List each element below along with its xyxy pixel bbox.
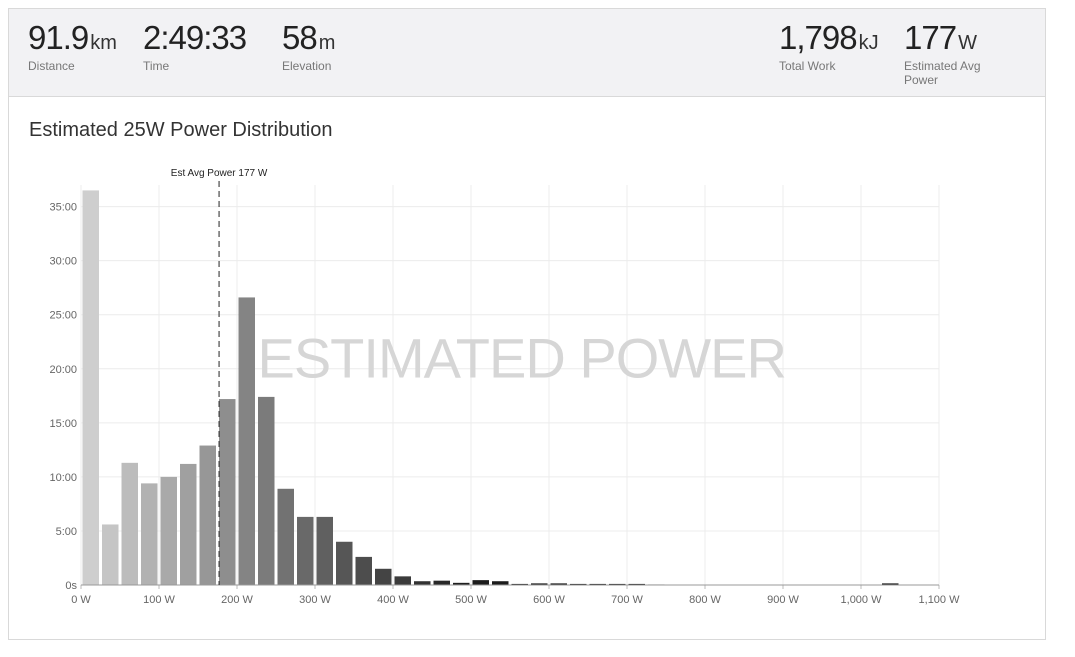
x-tick-label: 400 W [377,594,409,606]
bar-200w[interactable] [238,297,256,585]
y-tick-label: 10:00 [49,472,77,484]
y-tick-label: 20:00 [49,364,77,376]
stat-elevation: 58 m Elevation [282,21,335,73]
stat-elevation-unit: m [318,32,336,54]
stat-time-label: Time [143,59,170,73]
stat-avg-power-label: Estimated Avg Power [904,59,981,87]
x-tick-label: 100 W [143,594,175,606]
annotation-layer: Est Avg Power 177 W [171,168,268,585]
y-tick-label: 35:00 [49,202,77,214]
bar-1025w[interactable] [882,583,899,585]
x-tick-label: 500 W [455,594,487,606]
bar-475w[interactable] [453,582,470,585]
bar-650w[interactable] [589,583,607,585]
bar-500w[interactable] [472,580,490,585]
x-tick-label: 900 W [767,594,799,606]
power-distribution-card: 91.9 km Distance 2:49:33 Time 58 m Elevati… [8,8,1046,640]
stat-elevation-label: Elevation [282,59,332,73]
y-tick-label: 0s [65,580,77,592]
stat-total-work-label: Total Work [779,59,836,73]
bar-525w[interactable] [492,581,509,585]
bar-400w[interactable] [394,576,412,585]
y-tick-label: 25:00 [49,310,77,322]
bar-75w[interactable] [141,483,158,585]
bar-450w[interactable] [433,580,451,585]
axis-layer: 0 W 100 W 200 W 300 W 400 W 500 W 600 W 700 W 80… [49,202,960,606]
grid-layer [80,185,940,585]
stat-total-work-value: 1,798 [779,19,858,56]
y-tick-label: 15:00 [49,418,77,430]
bar-600w[interactable] [550,583,568,585]
stat-distance-label: Distance [28,59,75,73]
bar-425w[interactable] [414,581,431,585]
x-tick-label: 1,100 W [919,594,961,606]
chart-title: Estimated 25W Power Distribution [29,119,333,141]
stat-avg-power: 177 W Estimated Avg Power [904,21,1004,87]
bar-550w[interactable] [511,583,529,585]
bar-275w[interactable] [297,516,314,585]
stat-total-work-unit: kJ [858,32,879,54]
stat-elevation-value: 58 [282,19,318,56]
avg-power-label: Est Avg Power 177 W [171,168,268,179]
bar-625w[interactable] [570,583,587,585]
bar-225w[interactable] [258,396,275,585]
bar-100w[interactable] [160,476,178,585]
bar-50w[interactable] [121,462,139,585]
stat-distance-unit: km [90,32,117,54]
bar-325w[interactable] [336,541,353,585]
power-distribution-chart: ESTIMATED POWER 0 W 100 W 200 W 300 W 400 W 5… [49,168,960,606]
bar-675w[interactable] [609,583,626,585]
bar-350w[interactable] [355,556,373,585]
stat-avg-power-value: 177 [904,19,957,56]
y-tick-label: 5:00 [56,526,77,538]
x-tick-label: 800 W [689,594,721,606]
bar-150w[interactable] [199,445,217,585]
x-tick-label: 1,000 W [841,594,883,606]
bar-250w[interactable] [277,488,295,585]
x-tick-label: 700 W [611,594,643,606]
bar-300w[interactable] [316,516,334,585]
x-tick-label: 0 W [71,594,91,606]
bar-25w[interactable] [102,524,119,585]
stat-distance-value: 91.9 [28,19,89,56]
chart-watermark: ESTIMATED POWER [257,326,785,389]
stat-time: 2:49:33 Time [143,19,247,73]
bar-700w[interactable] [628,583,646,585]
bar-0w[interactable] [82,190,100,586]
stat-avg-power-unit: W [958,32,977,54]
stats-bar: 91.9 km Distance 2:49:33 Time 58 m Elevati… [9,9,1045,97]
stat-time-value: 2:49:33 [143,19,247,56]
y-tick-label: 30:00 [49,256,77,268]
x-tick-label: 200 W [221,594,253,606]
bar-175w[interactable] [219,399,236,585]
bar-375w[interactable] [375,568,392,585]
stat-total-work: 1,798 kJ Total Work [779,21,879,73]
bars-layer [82,190,899,586]
bar-575w[interactable] [531,583,548,585]
x-tick-label: 300 W [299,594,331,606]
bar-125w[interactable] [180,463,197,585]
stat-distance: 91.9 km Distance [28,21,117,73]
x-tick-label: 600 W [533,594,565,606]
